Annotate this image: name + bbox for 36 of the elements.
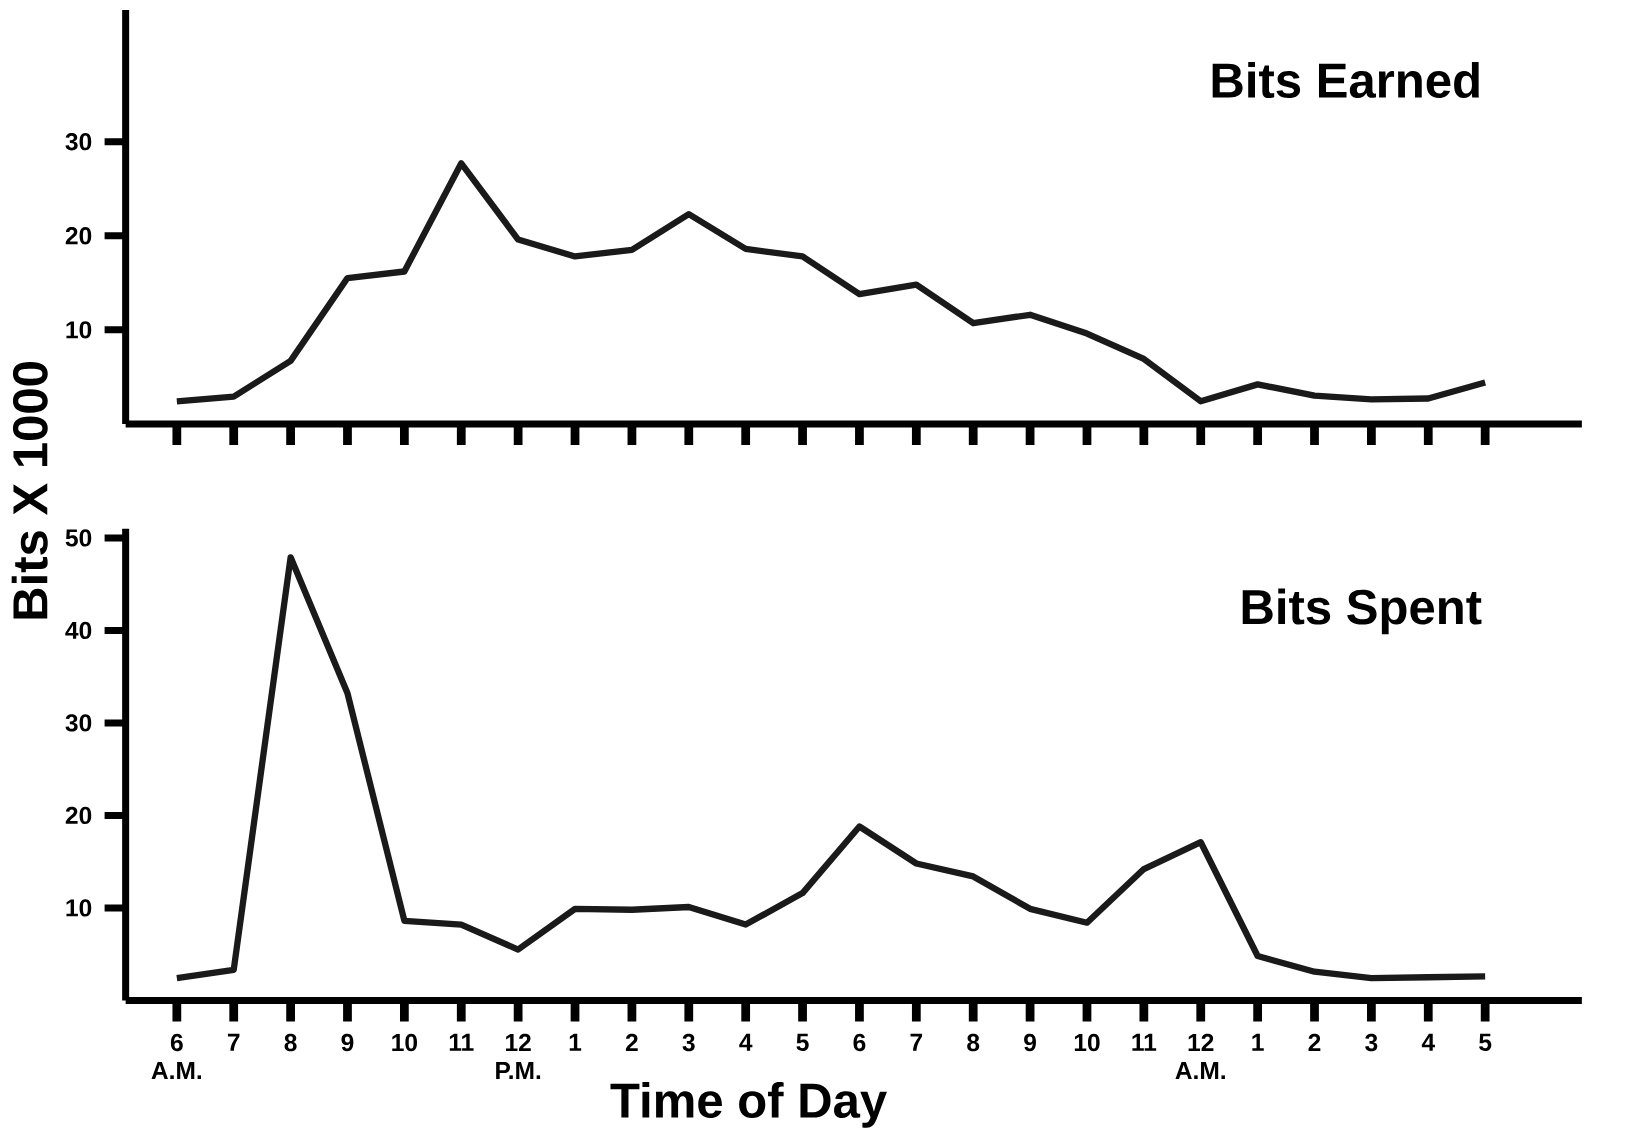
x-tick-label: 9 (341, 1033, 354, 1052)
x-tick-label: 2 (625, 1033, 638, 1051)
x-tick-label: 12 A.M. (1175, 1033, 1225, 1079)
y-tick-label: 20 (65, 227, 92, 245)
x-axis-title: Time of Day (610, 1082, 887, 1128)
x-tick-label: 6 A.M. (151, 1033, 202, 1079)
x-tick-label: 8 (284, 1033, 297, 1052)
x-tick-label: 11 (1132, 1033, 1157, 1051)
x-tick-label: 6 (853, 1033, 866, 1052)
x-tick-label: 1 (569, 1033, 582, 1051)
x-tick-label: 4 (1421, 1033, 1435, 1051)
x-tick-label: 5 (796, 1033, 809, 1051)
x-tick-label: 7 (910, 1033, 923, 1051)
x-tick-label: 8 (967, 1033, 980, 1052)
x-tick-label: 10 (1074, 1033, 1100, 1052)
y-tick-label: 30 (65, 714, 92, 732)
x-tick-label: 9 (1024, 1033, 1036, 1052)
x-tick-label: 2 (1308, 1033, 1321, 1051)
text: Bits Spent (1242, 588, 1482, 635)
x-tick-label: 7 (227, 1033, 240, 1051)
y-tick-label: 10 (66, 321, 92, 339)
y-tick-label: 10 (66, 899, 92, 917)
y-tick-label: 40 (65, 621, 92, 640)
y-axis-title: Bits X 1000 (11, 362, 48, 619)
y-tick-label: 50 (65, 529, 92, 547)
x-tick-label: 12 P.M. (496, 1033, 541, 1079)
y-tick-label: 20 (65, 806, 92, 825)
x-tick-label: 5 (1479, 1033, 1492, 1051)
x-tick-label: 3 (682, 1033, 695, 1052)
x-tick-label: 1 (1252, 1033, 1264, 1051)
text: Bits Earned (1212, 61, 1479, 99)
x-tick-label: 10 (392, 1033, 418, 1052)
x-tick-label: 11 (449, 1033, 474, 1051)
x-tick-label: 4 (739, 1033, 753, 1051)
y-tick-label: 30 (65, 133, 92, 151)
x-tick-label: 3 (1365, 1033, 1378, 1052)
